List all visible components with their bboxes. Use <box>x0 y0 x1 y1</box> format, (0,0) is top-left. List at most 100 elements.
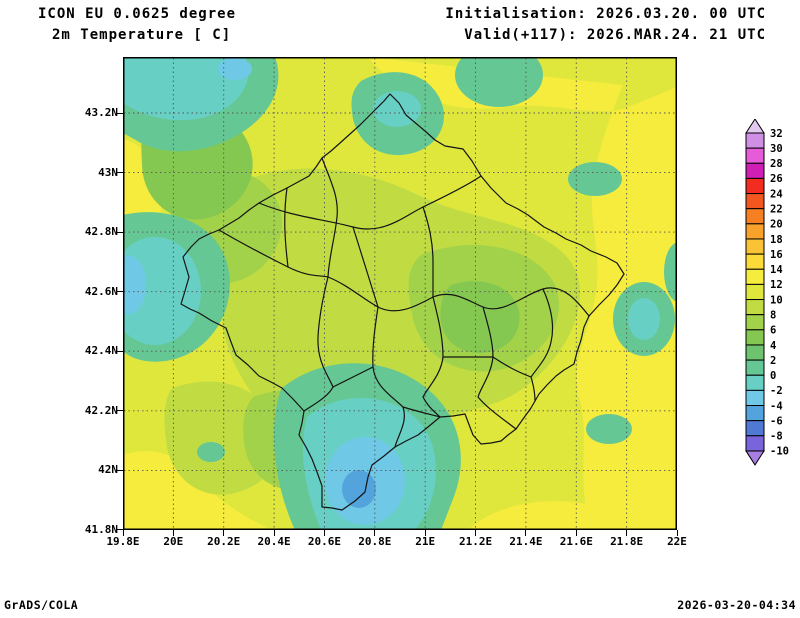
lat-tick-mark <box>116 172 123 174</box>
lat-tick-label: 43.2N <box>84 106 118 119</box>
kosovo-outline <box>180 93 625 511</box>
lat-tick-label: 42.2N <box>84 403 118 417</box>
lon-tick-label: 21E <box>415 535 436 548</box>
municipality-border <box>477 306 517 430</box>
colorbar-segment <box>745 359 765 376</box>
colorbar-tick-label: 0 <box>770 370 776 382</box>
colorbar-segment <box>745 132 765 149</box>
temp-region-teal-east-edge <box>664 242 677 302</box>
temperature-shading-map <box>123 57 677 530</box>
municipality-border <box>321 157 338 278</box>
colorbar-segment <box>745 223 765 240</box>
creation-timestamp: 2026-03-20-04:34 <box>677 598 796 612</box>
colorbar-segment <box>745 177 765 195</box>
lon-tick-mark <box>575 530 577 536</box>
lon-tick-label: 21.8E <box>610 535 644 548</box>
colorbar-tick-label: -6 <box>770 415 783 427</box>
lon-tick-mark <box>273 530 275 536</box>
lat-tick-label: 42.4N <box>84 344 118 358</box>
temp-region-blue-nw-spot <box>218 58 252 80</box>
municipality-border <box>422 206 434 298</box>
lon-tick-mark <box>626 530 628 536</box>
lon-tick-label: 21.4E <box>509 535 543 548</box>
temp-region-deepblue-south-core <box>342 470 376 508</box>
colorbar-segment <box>745 405 765 422</box>
colorbar-tick-label: 4 <box>770 340 776 352</box>
temp-region-cyan-east-core <box>628 298 660 340</box>
colorbar-segment <box>745 435 765 452</box>
colorbar-segment <box>745 374 765 391</box>
colorbar-segment <box>745 344 765 361</box>
colorbar-segment <box>745 193 765 210</box>
colorbar-segment <box>745 253 765 270</box>
temp-region-cyan-northwest <box>123 57 249 121</box>
temp-region-yellow-bottom-right <box>468 501 677 530</box>
colorbar-segment <box>745 162 765 179</box>
colorbar-tick-label: 24 <box>770 188 783 200</box>
lon-tick-mark <box>525 530 527 536</box>
colorbar-tick-label: -10 <box>770 446 789 458</box>
lat-tick-mark <box>116 112 123 114</box>
lat-tick-mark <box>116 231 123 233</box>
temp-region-teal-east-spot-3 <box>586 414 632 444</box>
lat-tick-mark <box>116 291 123 293</box>
lat-tick-mark <box>116 469 123 471</box>
model-title: ICON EU 0.0625 degree <box>38 6 237 22</box>
kosovo-admin-borders <box>180 93 625 511</box>
colorbar-tick-label: 30 <box>770 143 783 155</box>
colorbar-segment <box>745 147 765 164</box>
temperature-fill-regions <box>123 57 677 530</box>
lon-tick-mark <box>172 530 174 536</box>
lon-tick-label: 20.4E <box>257 535 291 548</box>
colorbar-segment <box>745 389 765 407</box>
colorbar-tick-label: 8 <box>770 309 776 321</box>
temp-region-teal-east-spot-1 <box>568 162 622 196</box>
colorbar-tick-label: 22 <box>770 204 783 216</box>
variable-title: 2m Temperature [ C] <box>52 27 232 43</box>
colorbar-tick-label: 20 <box>770 219 783 231</box>
colorbar-tick-label: -8 <box>770 431 783 443</box>
colorbar-tick-label: 6 <box>770 325 776 337</box>
colorbar-tick-label: 32 <box>770 128 783 140</box>
temp-region-teal-southwest-spot <box>197 442 225 462</box>
init-time: Initialisation: 2026.03.20. 00 UTC <box>445 6 766 22</box>
grads-credit: GrADS/COLA <box>4 598 79 612</box>
colorbar-tick-label: -4 <box>770 400 783 412</box>
temp-region-blue-west-core <box>123 256 146 314</box>
colorbar-tick-label: 2 <box>770 355 776 367</box>
lat-tick-mark <box>116 410 123 412</box>
temp-region-teal-top-spot <box>455 57 543 107</box>
municipality-border <box>332 366 374 388</box>
lat-tick-label: 42.8N <box>84 225 118 239</box>
lon-tick-mark <box>676 530 678 536</box>
municipality-border <box>492 356 532 378</box>
temp-region-cyan-west <box>123 237 201 345</box>
lon-tick-mark <box>122 530 124 536</box>
lon-tick-mark <box>424 530 426 536</box>
municipality-border <box>402 406 441 418</box>
lon-tick-label: 20E <box>163 535 184 548</box>
valid-time: Valid(+117): 2026.MAR.24. 21 UTC <box>464 27 766 43</box>
municipality-border <box>372 306 405 448</box>
colorbar-segment <box>745 238 765 255</box>
colorbar-segment <box>745 420 765 437</box>
lon-tick-mark <box>374 530 376 536</box>
colorbar-tick-label: 16 <box>770 249 783 261</box>
lon-tick-label: 20.6E <box>307 535 342 548</box>
lat-tick-mark <box>116 350 123 352</box>
colorbar-tick-label: -2 <box>770 385 783 397</box>
colorbar-segment <box>745 208 765 225</box>
lon-tick-mark <box>323 530 325 536</box>
colorbar-segment <box>745 314 765 331</box>
colorbar-arrow-top <box>745 119 765 134</box>
lon-tick-label: 20.8E <box>358 535 392 548</box>
lat-tick-label: 41.8N <box>84 522 118 536</box>
lon-tick-label: 21.2E <box>458 535 493 548</box>
map-frame <box>123 57 677 530</box>
lon-tick-mark <box>223 530 225 536</box>
colorbar-arrow-bottom <box>745 450 765 466</box>
municipality-border <box>258 175 482 230</box>
lon-tick-label: 22E <box>667 535 687 548</box>
